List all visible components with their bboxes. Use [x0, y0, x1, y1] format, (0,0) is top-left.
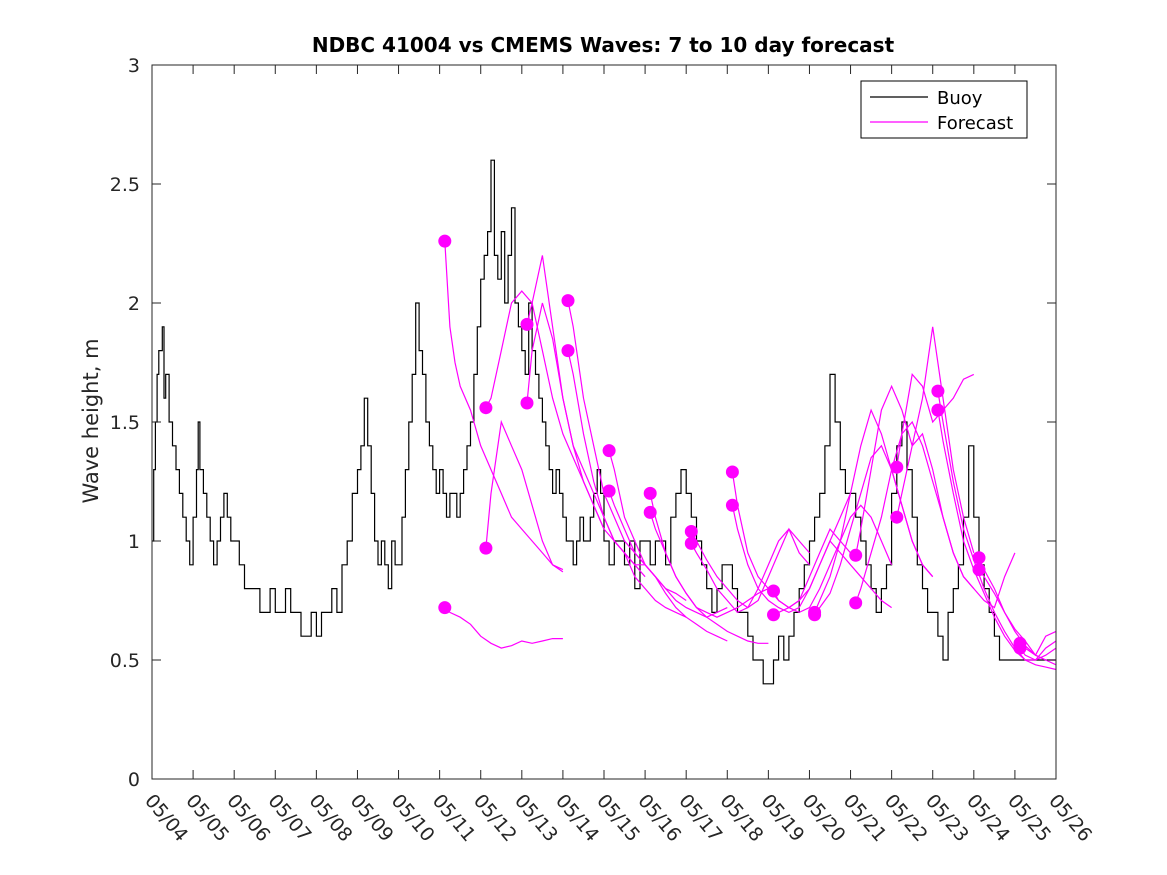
- forecast-start-marker-15: [725, 465, 739, 479]
- forecast-start-marker-22: [849, 596, 863, 610]
- forecast-start-marker-13: [684, 525, 698, 538]
- forecast-start-marker-9: [602, 444, 616, 458]
- x-tick-label: 05/21: [839, 790, 891, 846]
- forecast-start-marker-24: [890, 510, 904, 524]
- legend-buoy-label: Buoy: [937, 88, 983, 109]
- x-tick-label: 05/11: [428, 790, 480, 846]
- x-tick-label: 05/23: [921, 790, 973, 846]
- x-tick-label: 05/24: [962, 790, 1014, 846]
- forecast-run-line-14: [690, 528, 810, 614]
- forecast-run-line-8: [567, 350, 687, 618]
- x-tick-label: 05/20: [798, 790, 850, 846]
- forecast-start-marker-27: [972, 551, 986, 565]
- y-tick-label: 2: [128, 293, 140, 315]
- x-tick-label: 05/05: [181, 790, 233, 846]
- chart-title: NDBC 41004 vs CMEMS Waves: 7 to 10 day f…: [312, 33, 895, 57]
- forecast-run-line-4: [485, 419, 564, 573]
- series-layer: [152, 159, 1057, 685]
- forecast-start-marker-7: [561, 294, 575, 308]
- legend: Buoy Forecast: [860, 80, 1028, 139]
- x-tick-label: 05/26: [1044, 790, 1096, 846]
- x-tick-label: 05/19: [757, 790, 809, 846]
- forecast-start-marker-18: [767, 608, 780, 622]
- forecast-run-line-12: [649, 512, 769, 644]
- x-tick-label: 05/06: [222, 790, 274, 846]
- x-tick-label: 05/12: [469, 790, 521, 846]
- x-tick-label: 05/08: [305, 790, 357, 846]
- forecast-run-line-24: [896, 432, 1016, 609]
- x-tick-label: 05/10: [387, 790, 439, 846]
- y-axis-label: Wave height, m: [79, 338, 103, 503]
- x-tick-label: 05/25: [1003, 790, 1055, 846]
- forecast-start-marker-4: [479, 541, 493, 555]
- x-tick-label: 05/17: [674, 790, 726, 846]
- forecast-start-marker-10: [602, 484, 616, 498]
- forecast-start-marker-23: [890, 460, 904, 474]
- forecast-start-marker-14: [684, 536, 698, 550]
- plot-area: [152, 65, 1056, 779]
- y-tick-label: 0.5: [110, 650, 140, 672]
- forecast-start-marker-12: [643, 505, 657, 519]
- x-tick-label: 05/14: [551, 790, 603, 846]
- x-tick-label: 05/07: [263, 790, 315, 846]
- x-tick-label: 05/22: [880, 790, 932, 846]
- x-tick-label: 05/18: [715, 790, 767, 846]
- forecast-start-marker-30: [1013, 641, 1027, 655]
- forecast-run-line-20: [814, 444, 934, 616]
- x-tick-label: 05/16: [633, 790, 685, 846]
- forecast-run-line-25: [937, 391, 1057, 671]
- y-tick-label: 2.5: [110, 174, 140, 196]
- forecast-run-line-23: [896, 373, 975, 468]
- forecast-run-line-18: [773, 539, 892, 616]
- legend-box: [860, 80, 1028, 139]
- forecast-start-marker-25: [931, 384, 945, 398]
- y-tick-label: 1.5: [110, 412, 140, 434]
- forecast-run-line-10: [608, 490, 728, 642]
- forecast-start-marker-11: [643, 486, 657, 500]
- forecast-start-marker-17: [767, 584, 780, 598]
- forecast-start-marker-26: [931, 403, 945, 417]
- forecast-start-marker-28: [972, 563, 986, 577]
- forecast-run-line-28: [978, 569, 1057, 666]
- y-tick-label: 1: [128, 531, 140, 553]
- forecast-start-marker-21: [849, 548, 863, 562]
- forecast-start-marker-5: [520, 317, 534, 331]
- y-tick-label: 3: [128, 55, 140, 77]
- x-tick-label: 05/04: [140, 790, 192, 846]
- forecast-start-marker-6: [520, 396, 534, 410]
- x-tick-label: 05/09: [346, 790, 398, 846]
- forecast-start-marker-1: [438, 234, 452, 248]
- forecast-run-line-1: [444, 241, 564, 571]
- forecast-start-marker-3: [479, 401, 493, 415]
- forecast-start-marker-8: [561, 344, 575, 358]
- buoy-series-line: [152, 159, 1056, 685]
- forecast-run-line-2: [444, 607, 563, 649]
- x-tick-label: 05/15: [592, 790, 644, 846]
- y-tick-label: 0: [128, 769, 140, 791]
- legend-forecast-label: Forecast: [937, 113, 1013, 134]
- forecast-start-marker-16: [725, 498, 739, 512]
- forecast-start-marker-2: [438, 601, 452, 615]
- x-tick-label: 05/13: [510, 790, 562, 846]
- forecast-start-marker-20: [808, 608, 822, 622]
